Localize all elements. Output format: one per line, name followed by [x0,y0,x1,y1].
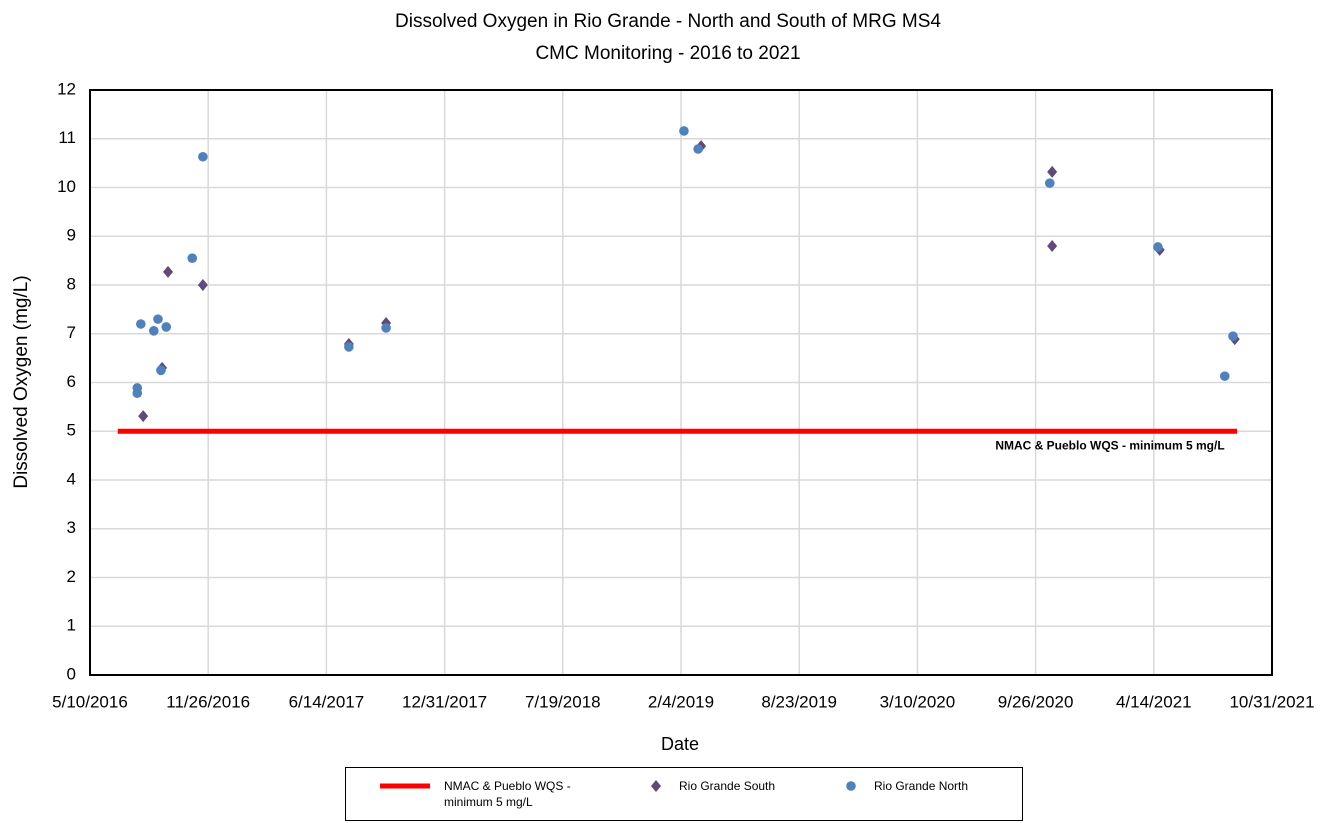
plot-border [89,89,1273,676]
y-tick-label: 11 [58,128,76,147]
legend-item: Rio Grande South [641,778,819,794]
circle-marker [1153,242,1163,252]
x-tick-label: 5/10/2016 [52,692,128,711]
diamond-marker [1047,240,1058,252]
y-tick-label: 9 [67,226,76,245]
legend-label: Rio Grande South [679,779,776,793]
circle-marker [1228,331,1238,341]
y-tick-label: 1 [67,616,76,635]
diamond-marker [138,410,149,423]
circle-marker [1044,178,1055,188]
legend-label: NMAC & Pueblo WQS - minimum 5 mg/L [444,779,571,809]
chart-title: Dissolved Oxygen in Rio Grande - North a… [395,11,941,32]
y-tick-label: 4 [67,469,76,488]
x-tick-label: 8/23/2019 [761,692,837,711]
circle-marker [198,151,208,162]
x-tick-label: 9/26/2020 [998,692,1074,711]
y-tick-label: 6 [67,372,76,391]
diamond-marker [163,265,174,278]
y-axis-label: Dissolved Oxygen (mg/L) [11,275,32,488]
legend-item: NMAC & Pueblo WQS - minimum 5 mg/L [378,778,594,810]
x-tick-label: 4/14/2021 [1116,692,1192,711]
diamond-marker [1047,165,1058,178]
circle-marker [187,253,198,263]
legend: NMAC & Pueblo WQS - minimum 5 mg/L Rio Gr… [345,767,1023,821]
y-tick-label: 7 [67,323,76,342]
x-tick-label: 10/31/2021 [1229,692,1314,711]
x-tick-label: 2/4/2019 [648,692,714,711]
circle-marker [136,319,146,329]
y-tick-label: 8 [67,274,76,293]
x-tick-label: 3/10/2020 [880,692,956,711]
circle-marker [132,388,143,399]
annotation: NMAC & Pueblo WQS - minimum 5 mg/L [995,438,1224,452]
circle-marker [153,314,163,324]
circle-marker [693,144,703,154]
circle-marker [846,781,856,791]
y-tick-label: 10 [57,177,76,196]
legend-label: Rio Grande North [874,779,969,793]
chart-subtitle: CMC Monitoring - 2016 to 2021 [535,43,800,64]
y-tick-label: 5 [67,421,76,440]
circle-marker [381,323,391,333]
circle-marker [1219,371,1230,381]
y-tick-label: 12 [57,79,76,98]
legend-swatch [846,781,856,791]
circle-marker [149,326,159,336]
circle-marker [344,342,354,352]
diamond-marker [651,780,661,792]
legend-swatch [651,780,661,792]
x-axis-label: Date [661,734,699,754]
y-tick-label: 3 [67,518,76,537]
x-tick-label: 11/26/2016 [166,692,250,711]
x-tick-label: 12/31/2017 [402,692,487,711]
legend-swatch [380,783,430,789]
legend-item: Rio Grande North [836,778,1014,794]
circle-marker [161,322,172,332]
x-tick-label: 6/14/2017 [289,692,365,711]
diamond-marker [197,279,208,291]
y-tick-label: 0 [67,664,76,683]
circle-marker [156,365,166,376]
y-tick-label: 2 [67,567,76,586]
circle-marker [679,126,689,136]
x-tick-label: 7/19/2018 [525,692,601,711]
